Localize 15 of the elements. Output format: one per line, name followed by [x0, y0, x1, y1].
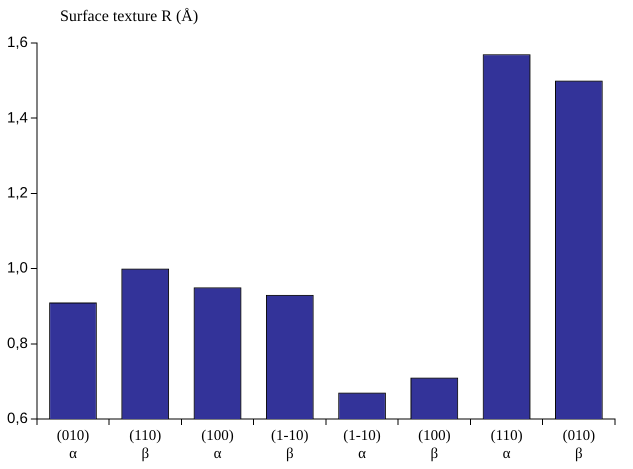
y-tick-label: 1,0 — [6, 260, 28, 277]
y-tick-label: 0,8 — [6, 334, 28, 352]
x-tick-label: (110) α — [490, 428, 523, 462]
x-tick-label: (010) β — [562, 428, 596, 462]
y-tick-label: 1,6 — [6, 34, 28, 52]
x-tick-label: (1-10) α — [343, 428, 381, 462]
y-axis-title: Surface texture R (Å) — [60, 8, 198, 26]
x-tick-label: (1-10) β — [271, 428, 309, 462]
y-tick-label: 1,4 — [6, 109, 28, 126]
x-tick-label: (110) β — [129, 428, 162, 462]
x-tick-label: (010) α — [56, 428, 90, 462]
x-tick-label: (100) β — [418, 428, 451, 462]
y-tick-label: 1,2 — [6, 184, 28, 202]
y-tick-label: 0,6 — [6, 410, 28, 428]
x-tick-label: (100) α — [201, 428, 234, 462]
